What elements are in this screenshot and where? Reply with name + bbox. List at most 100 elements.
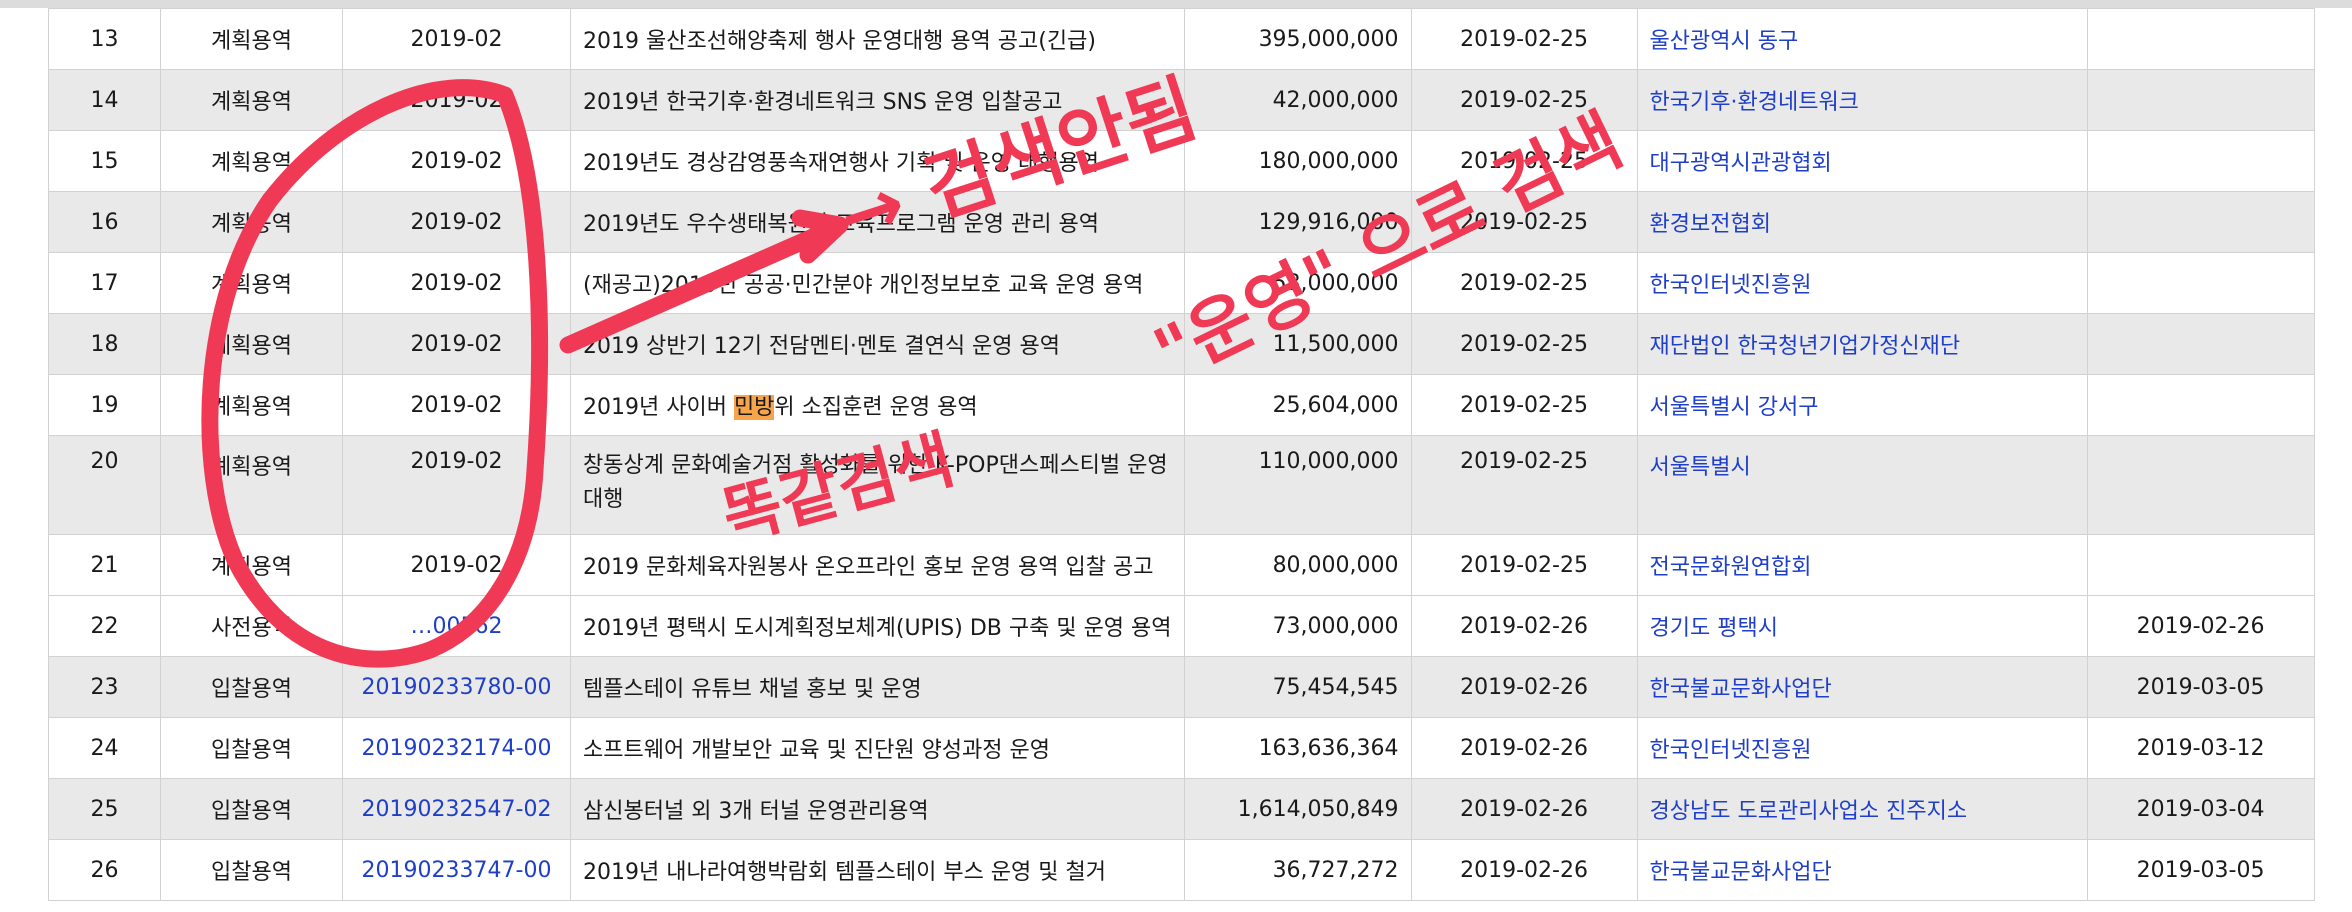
row-number: 24 [48,717,161,779]
posted-date: 2019-02-25 [1410,534,1638,596]
agency-link[interactable]: 한국인터넷진흥원 [1636,717,2088,779]
bid-id: 2019-02 [342,130,571,192]
posted-date: 2019-02-26 [1410,717,1638,779]
posted-date: 2019-02-26 [1410,778,1638,840]
deadline-date [2086,374,2315,436]
bid-amount: 129,916,000 [1183,191,1412,253]
bid-amount: 80,000,000 [1183,534,1412,596]
title-text: 위 소집훈련 운영 용역 [774,395,978,420]
bid-title: 2019 상반기 12기 전담멘티·멘토 결연식 운영 용역 [570,313,1185,375]
bid-id: 2019-02 [342,8,571,70]
table-row: 22 사전용역 …00562 2019년 평택시 도시계획정보체계(UPIS) … [48,595,2315,657]
agency-link[interactable]: 한국불교문화사업단 [1636,839,2088,901]
deadline-date: 2019-03-04 [2086,778,2315,840]
bid-title: 2019년도 우수생태복원지 교육프로그램 운영 관리 용역 [570,191,1185,253]
agency-link[interactable]: 경기도 평택시 [1636,595,2088,657]
service-type: 사전용역 [160,595,343,657]
posted-date: 2019-02-26 [1410,839,1638,901]
row-number: 21 [48,534,161,596]
table-row: 16 계획용역 2019-02 2019년도 우수생태복원지 교육프로그램 운영… [48,191,2315,253]
row-number: 23 [48,656,161,718]
bid-amount: 11,500,000 [1183,313,1412,375]
row-number: 20 [48,435,161,535]
agency-link[interactable]: 서울특별시 강서구 [1636,374,2088,436]
bid-id: 2019-02 [342,374,571,436]
row-number: 22 [48,595,161,657]
title-text: 2019년 사이버 [583,395,734,420]
bid-id-link[interactable]: 20190232174-00 [342,717,571,779]
bid-title: 2019년 평택시 도시계획정보체계(UPIS) DB 구축 및 운영 용역 [570,595,1185,657]
bid-title: 템플스테이 유튜브 채널 홍보 및 운영 [570,656,1185,718]
table-row: 26 입찰용역 20190233747-00 2019년 내나라여행박람회 템플… [48,839,2315,901]
service-type: 계획용역 [160,191,343,253]
bid-title: (재공고)2019년 공공·민간분야 개인정보보호 교육 운영 용역 [570,252,1185,314]
bid-amount: 25,604,000 [1183,374,1412,436]
bid-title: 2019년도 경상감영풍속재연행사 기획 및 운영 대행용역 [570,130,1185,192]
bid-id: 2019-02 [342,435,571,535]
table-row: 18 계획용역 2019-02 2019 상반기 12기 전담멘티·멘토 결연식… [48,313,2315,375]
bid-id: 2019-02 [342,252,571,314]
bid-results-table: 13 계획용역 2019-02 2019 울산조선해양축제 행사 운영대행 용역… [48,8,2315,901]
agency-link[interactable]: 울산광역시 동구 [1636,8,2088,70]
table-row: 23 입찰용역 20190233780-00 템플스테이 유튜브 채널 홍보 및… [48,656,2315,718]
agency-link[interactable]: 한국불교문화사업단 [1636,656,2088,718]
bid-id: 2019-02 [342,191,571,253]
table-row: 17 계획용역 2019-02 (재공고)2019년 공공·민간분야 개인정보보… [48,252,2315,314]
bid-id-link[interactable]: 20190232547-02 [342,778,571,840]
agency-link[interactable]: 서울특별시 [1636,435,2088,535]
bid-title: 삼신봉터널 외 3개 터널 운영관리용역 [570,778,1185,840]
deadline-date: 2019-03-12 [2086,717,2315,779]
service-type: 계획용역 [160,534,343,596]
service-type: 계획용역 [160,130,343,192]
deadline-date: 2019-03-05 [2086,656,2315,718]
bid-id-link[interactable]: 20190233780-00 [342,656,571,718]
service-type: 입찰용역 [160,717,343,779]
row-number: 18 [48,313,161,375]
bid-amount: 36,727,272 [1183,839,1412,901]
row-number: 26 [48,839,161,901]
row-number: 13 [48,8,161,70]
bid-amount: 58,000,000 [1183,252,1412,314]
bid-amount: 110,000,000 [1183,435,1412,535]
service-type: 입찰용역 [160,656,343,718]
service-type: 계획용역 [160,435,343,535]
posted-date: 2019-02-25 [1410,374,1638,436]
deadline-date [2086,252,2315,314]
posted-date: 2019-02-25 [1410,252,1638,314]
deadline-date: 2019-02-26 [2086,595,2315,657]
table-row: 14 계획용역 2019-02 2019년 한국기후·환경네트워크 SNS 운영… [48,69,2315,131]
deadline-date [2086,435,2315,535]
bid-amount: 75,454,545 [1183,656,1412,718]
deadline-date [2086,130,2315,192]
deadline-date [2086,313,2315,375]
table-row: 19 계획용역 2019-02 2019년 사이버 민방위 소집훈련 운영 용역… [48,374,2315,436]
deadline-date [2086,69,2315,131]
bid-title: 2019 울산조선해양축제 행사 운영대행 용역 공고(긴급) [570,8,1185,70]
agency-link[interactable]: 경상남도 도로관리사업소 진주지소 [1636,778,2088,840]
service-type: 계획용역 [160,374,343,436]
bid-amount: 180,000,000 [1183,130,1412,192]
bid-title: 2019년 사이버 민방위 소집훈련 운영 용역 [570,374,1185,436]
bid-id-link[interactable]: 20190233747-00 [342,839,571,901]
service-type: 계획용역 [160,252,343,314]
service-type: 계획용역 [160,313,343,375]
agency-link[interactable]: 재단법인 한국청년기업가정신재단 [1636,313,2088,375]
agency-link[interactable]: 대구광역시관광협회 [1636,130,2088,192]
posted-date: 2019-02-25 [1410,130,1638,192]
service-type: 입찰용역 [160,839,343,901]
agency-link[interactable]: 전국문화원연합회 [1636,534,2088,596]
bid-amount: 163,636,364 [1183,717,1412,779]
agency-link[interactable]: 한국기후·환경네트워크 [1636,69,2088,131]
table-top-border [0,0,2352,8]
bid-id: 2019-02 [342,69,571,131]
bid-title: 2019 문화체육자원봉사 온오프라인 홍보 운영 용역 입찰 공고 [570,534,1185,596]
agency-link[interactable]: 환경보전협회 [1636,191,2088,253]
service-type: 입찰용역 [160,778,343,840]
bid-id: 2019-02 [342,313,571,375]
deadline-date [2086,534,2315,596]
table-row: 15 계획용역 2019-02 2019년도 경상감영풍속재연행사 기획 및 운… [48,130,2315,192]
posted-date: 2019-02-25 [1410,8,1638,70]
bid-id-link[interactable]: …00562 [342,595,571,657]
row-number: 17 [48,252,161,314]
agency-link[interactable]: 한국인터넷진흥원 [1636,252,2088,314]
